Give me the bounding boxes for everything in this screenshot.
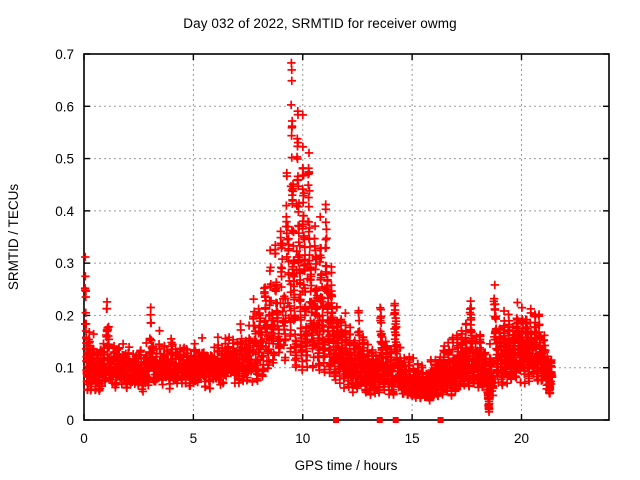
- chart-title: Day 032 of 2022, SRMTID for receiver owm…: [183, 16, 457, 31]
- plot-border: [83, 53, 610, 421]
- data-points: [80, 58, 557, 423]
